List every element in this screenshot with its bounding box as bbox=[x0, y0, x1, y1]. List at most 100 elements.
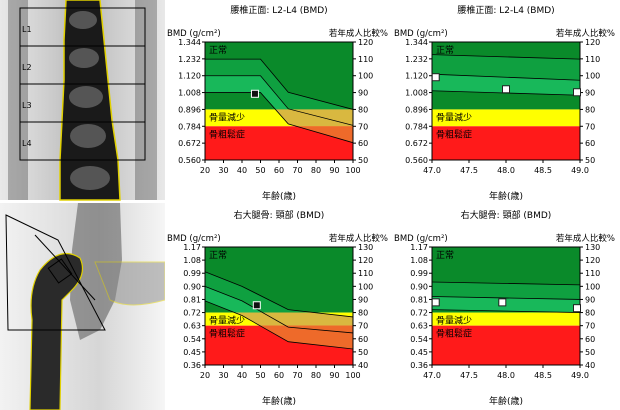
y2-tick-label: 100 bbox=[585, 282, 600, 291]
y-tick-label: 0.45 bbox=[410, 348, 428, 357]
band-upper-fill bbox=[262, 312, 353, 326]
y2-tick-label: 80 bbox=[358, 309, 368, 318]
y-tick-label: 0.90 bbox=[183, 282, 201, 291]
band-mid-line bbox=[205, 75, 354, 126]
y2-tick-label: 100 bbox=[358, 72, 373, 81]
y2-tick-label: 90 bbox=[358, 295, 368, 304]
x-tick-label: 48.0 bbox=[497, 166, 515, 175]
y2-tick-label: 120 bbox=[358, 256, 373, 265]
zone-label-osteopenia: 骨量減少 bbox=[209, 315, 245, 327]
x-axis-title: 年齢(歳) bbox=[262, 395, 296, 407]
band-upper-fill bbox=[432, 281, 580, 300]
band-mid-line bbox=[204, 285, 354, 334]
y2-tick-label: 50 bbox=[585, 348, 595, 357]
y2-tick-label: 40 bbox=[358, 361, 368, 370]
y-axis-title-right: 若年成人比較% bbox=[556, 28, 615, 39]
y-tick-label: 0.672 bbox=[178, 139, 201, 148]
y2-tick-label: 80 bbox=[585, 309, 595, 318]
y2-tick-label: 80 bbox=[358, 105, 368, 114]
chart-title: 腰椎正面: L2-L4 (BMD) bbox=[230, 4, 327, 16]
y2-tick-label: 120 bbox=[585, 38, 600, 47]
data-point bbox=[431, 73, 440, 82]
y-tick-label: 0.560 bbox=[178, 156, 201, 165]
y-tick-label: 0.54 bbox=[183, 335, 201, 344]
y2-tick-label: 130 bbox=[585, 243, 600, 252]
x-tick-label: 60 bbox=[274, 371, 284, 380]
y-tick-label: 1.008 bbox=[405, 89, 428, 98]
vertebra-label-l2: L2 bbox=[22, 63, 32, 72]
x-tick-label: 100 bbox=[345, 371, 360, 380]
x-tick-label: 48.0 bbox=[497, 371, 515, 380]
data-point bbox=[250, 89, 259, 98]
y2-tick-label: 60 bbox=[358, 139, 368, 148]
zone-label-osteoporosis: 骨粗鬆症 bbox=[209, 128, 245, 140]
data-point bbox=[573, 88, 581, 97]
y2-tick-label: 80 bbox=[585, 105, 595, 114]
y2-tick-label: 120 bbox=[358, 38, 373, 47]
x-tick-label: 20 bbox=[200, 371, 210, 380]
band-lower-fill bbox=[205, 286, 263, 313]
y2-tick-label: 70 bbox=[358, 122, 368, 131]
x-tick-label: 49.0 bbox=[571, 371, 589, 380]
x-tick-label: 40 bbox=[237, 166, 247, 175]
chart-spine-age: 腰椎正面: L2-L4 (BMD) BMD (g/cm²) 若年成人比較% 年齢(歳)… bbox=[165, 0, 390, 205]
y2-tick-label: 110 bbox=[358, 55, 373, 64]
y-axis-title-left: BMD (g/cm²) bbox=[167, 234, 221, 244]
x-tick-label: 47.5 bbox=[460, 166, 478, 175]
y-tick-label: 1.17 bbox=[183, 243, 201, 252]
chart-title: 右大腿骨: 頸部 (BMD) bbox=[234, 209, 325, 221]
chart-hip-zoom-svg: 右大腿骨: 頸部 (BMD) BMD (g/cm²) 若年成人比較% 年齢(歳) 正常骨… bbox=[394, 209, 615, 407]
band-lower-line bbox=[205, 92, 354, 144]
y-tick-label: 1.232 bbox=[178, 55, 201, 64]
x-tick-label: 47.0 bbox=[423, 371, 441, 380]
zone-label-osteopenia: 骨量減少 bbox=[436, 315, 472, 327]
x-tick-label: 40 bbox=[237, 371, 247, 380]
y-tick-label: 0.63 bbox=[183, 322, 201, 331]
chart-spine-age-svg: 腰椎正面: L2-L4 (BMD) BMD (g/cm²) 若年成人比較% 年齢(歳)… bbox=[167, 4, 388, 202]
x-tick-label: 48.5 bbox=[534, 371, 552, 380]
y-tick-label: 0.72 bbox=[410, 309, 428, 318]
x-tick-label: 70 bbox=[292, 166, 302, 175]
data-point bbox=[502, 85, 510, 94]
vertebra-label-l4: L4 bbox=[22, 139, 32, 148]
y-tick-label: 0.81 bbox=[410, 295, 428, 304]
zone-label-osteoporosis: 骨粗鬆症 bbox=[209, 328, 245, 340]
y-tick-label: 0.896 bbox=[405, 105, 428, 114]
chart-hip-age: 右大腿骨: 頸部 (BMD) BMD (g/cm²) 若年成人比較% 年齢(歳) 正常骨… bbox=[165, 205, 390, 410]
y-tick-label: 0.63 bbox=[410, 322, 428, 331]
zone-osteopenia bbox=[432, 312, 580, 326]
hip-scan bbox=[0, 203, 165, 410]
band-upper-line bbox=[431, 54, 581, 60]
y-tick-label: 0.72 bbox=[183, 309, 201, 318]
x-tick-label: 20 bbox=[200, 166, 210, 175]
y2-tick-label: 130 bbox=[358, 243, 373, 252]
y-axis-title-right: 若年成人比較% bbox=[329, 233, 388, 244]
y-tick-label: 0.784 bbox=[178, 122, 201, 131]
x-tick-label: 49.0 bbox=[571, 166, 589, 175]
x-tick-label: 70 bbox=[292, 371, 302, 380]
x-tick-label: 90 bbox=[329, 166, 339, 175]
y-axis-title-right: 若年成人比較% bbox=[556, 233, 615, 244]
y2-tick-label: 60 bbox=[585, 335, 595, 344]
x-tick-label: 100 bbox=[345, 166, 360, 175]
band-lower-fill bbox=[432, 74, 580, 96]
y2-tick-label: 70 bbox=[585, 122, 595, 131]
vertebra-label-l1: L1 bbox=[22, 25, 32, 34]
zone-label-normal: 正常 bbox=[209, 44, 227, 56]
y-tick-label: 0.560 bbox=[405, 156, 428, 165]
y2-tick-label: 100 bbox=[585, 72, 600, 81]
y2-tick-label: 90 bbox=[585, 295, 595, 304]
data-point bbox=[573, 304, 581, 313]
y-tick-label: 1.08 bbox=[183, 256, 201, 265]
data-point bbox=[252, 301, 261, 310]
y-tick-label: 0.81 bbox=[183, 295, 201, 304]
y2-tick-label: 50 bbox=[585, 156, 595, 165]
x-tick-label: 90 bbox=[329, 371, 339, 380]
band-upper-fill bbox=[205, 59, 353, 110]
y2-tick-label: 100 bbox=[358, 282, 373, 291]
y2-tick-label: 70 bbox=[585, 322, 595, 331]
y2-tick-label: 110 bbox=[358, 269, 373, 278]
zone-label-normal: 正常 bbox=[436, 44, 454, 56]
x-tick-label: 30 bbox=[218, 371, 228, 380]
spine-scan: L1 L2 L3 L4 bbox=[0, 0, 165, 201]
